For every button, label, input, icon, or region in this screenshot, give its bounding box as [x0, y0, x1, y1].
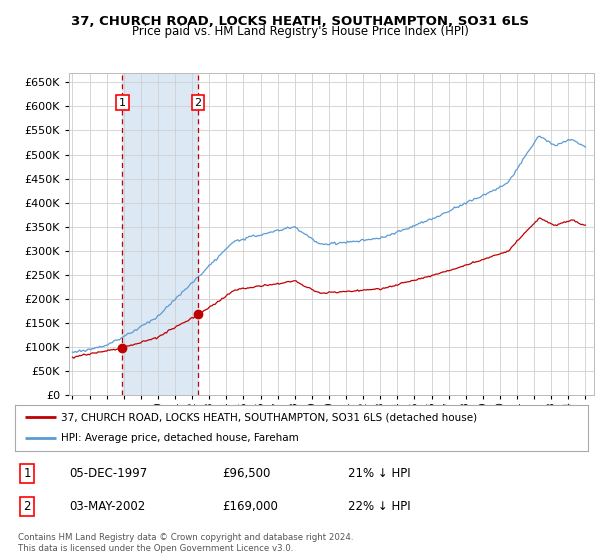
Text: 37, CHURCH ROAD, LOCKS HEATH, SOUTHAMPTON, SO31 6LS (detached house): 37, CHURCH ROAD, LOCKS HEATH, SOUTHAMPTO… [61, 412, 477, 422]
Text: 03-MAY-2002: 03-MAY-2002 [69, 500, 145, 514]
Text: £96,500: £96,500 [222, 466, 271, 480]
Text: 22% ↓ HPI: 22% ↓ HPI [348, 500, 410, 514]
Text: 2: 2 [194, 97, 202, 108]
Text: 1: 1 [23, 466, 31, 480]
Text: Contains HM Land Registry data © Crown copyright and database right 2024.
This d: Contains HM Land Registry data © Crown c… [18, 533, 353, 553]
Text: 21% ↓ HPI: 21% ↓ HPI [348, 466, 410, 480]
Text: 2: 2 [23, 500, 31, 514]
Text: 1: 1 [119, 97, 126, 108]
Text: HPI: Average price, detached house, Fareham: HPI: Average price, detached house, Fare… [61, 433, 299, 444]
Text: £169,000: £169,000 [222, 500, 278, 514]
Bar [122, 73, 198, 395]
Text: Price paid vs. HM Land Registry's House Price Index (HPI): Price paid vs. HM Land Registry's House … [131, 25, 469, 39]
Text: 05-DEC-1997: 05-DEC-1997 [69, 466, 147, 480]
Text: 37, CHURCH ROAD, LOCKS HEATH, SOUTHAMPTON, SO31 6LS: 37, CHURCH ROAD, LOCKS HEATH, SOUTHAMPTO… [71, 15, 529, 28]
